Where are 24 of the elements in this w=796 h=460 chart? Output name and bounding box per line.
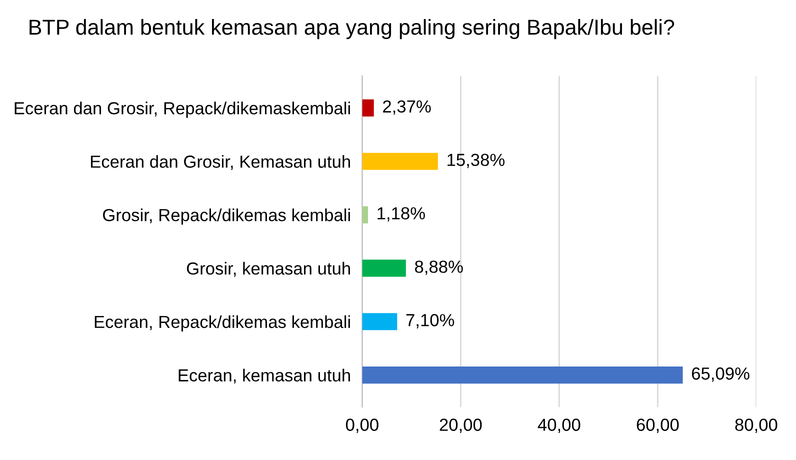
x-tick-label: 0,00 [346,418,378,434]
bar [362,206,368,224]
bar [362,99,374,116]
y-tick-label: Eceran dan Grosir, Repack/dikemaskembali [14,102,350,118]
data-label: 2,37% [383,100,431,115]
bar [362,260,406,277]
bar [362,152,438,170]
data-label: 8,88% [415,260,463,275]
x-tick-label: 20,00 [440,418,482,434]
y-tick-label: Grosir, kemasan utuh [186,262,350,277]
y-tick-label: Eceran, kemasan utuh [178,368,350,384]
data-label: 7,10% [406,314,454,328]
y-tick-label: Eceran, Repack/dikemas kembali [94,315,350,332]
data-label: 15,38% [448,154,505,168]
x-tick-label: 40,00 [538,418,580,434]
bar [362,366,683,384]
y-tick-label: Grosir, Repack/dikemas kembali [103,208,350,225]
data-label: 1,18% [378,207,425,222]
x-tick-label: 80,00 [735,418,778,434]
y-tick-label: Eceran dan Grosir, Kemasan utuh [90,155,350,170]
chart-title: BTP dalam bentuk kemasan apa yang paling sering Bapak/Ibu beli? [30,19,674,40]
bar [362,313,398,330]
data-label: 65,09% [692,367,750,382]
x-tick-label: 60,00 [636,418,679,434]
